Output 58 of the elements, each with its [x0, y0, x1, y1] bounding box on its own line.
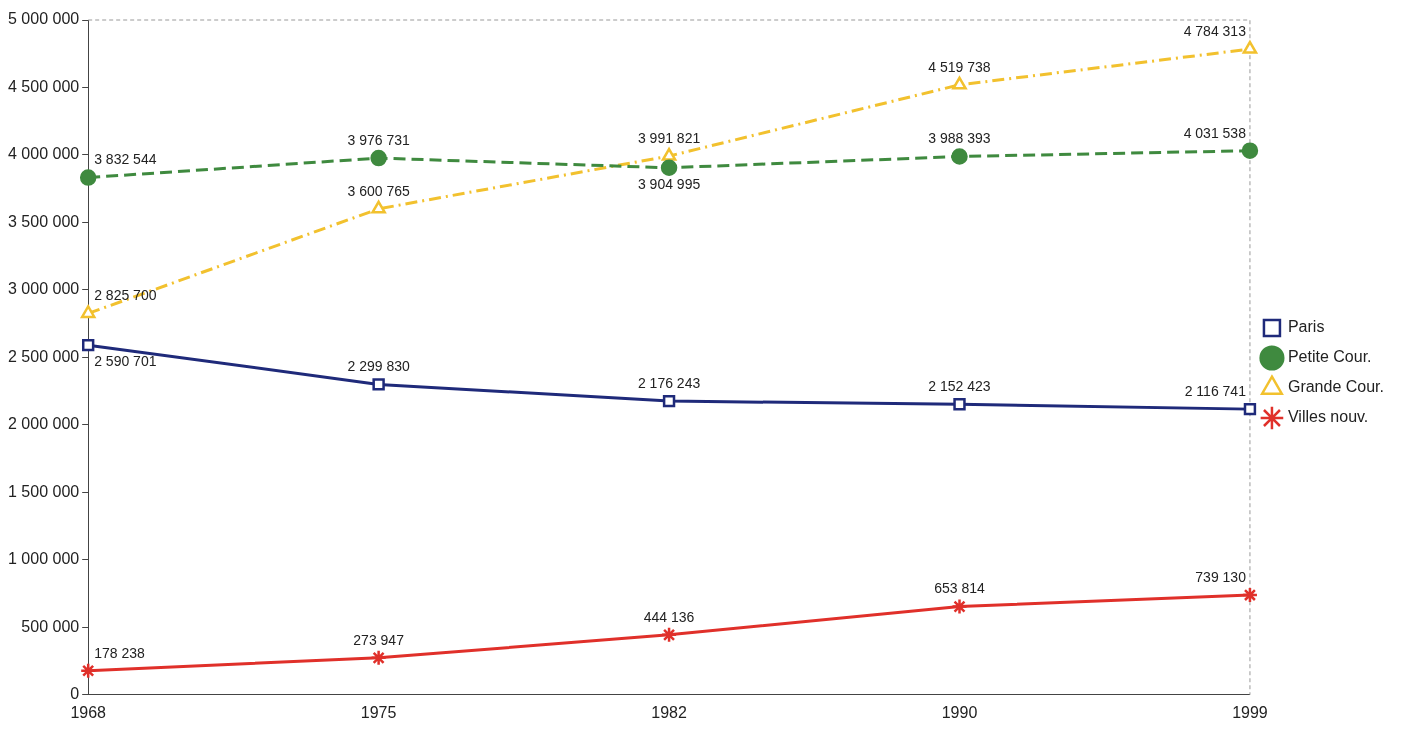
legend-label: Grande Cour.	[1287, 378, 1385, 396]
x-tick-label: 1990	[941, 703, 978, 721]
point	[660, 159, 678, 177]
data-label: 4 784 313	[1183, 22, 1247, 39]
data-label: 4 031 538	[1183, 124, 1247, 141]
x-tick-label: 1982	[651, 703, 687, 721]
y-tick-label: 4 500 000	[7, 77, 80, 95]
legend-label: Paris	[1287, 318, 1325, 336]
y-tick-label: 3 500 000	[7, 212, 80, 230]
data-label: 3 904 995	[637, 175, 701, 192]
data-label: 2 299 830	[347, 358, 410, 375]
data-label: 444 136	[643, 608, 695, 625]
data-label: 2 152 423	[928, 378, 991, 395]
x-tick-label: 1968	[70, 703, 107, 721]
data-label: 2 590 701	[94, 353, 157, 370]
point	[371, 200, 386, 214]
point	[951, 598, 968, 615]
point	[1241, 142, 1259, 159]
y-tick-label: 1 500 000	[7, 482, 80, 500]
data-label: 3 988 393	[928, 130, 991, 147]
data-label: 739 130	[1195, 568, 1247, 585]
data-label: 653 814	[934, 580, 986, 597]
data-label: 2 176 243	[637, 374, 701, 391]
x-tick-label: 1999	[1232, 703, 1268, 721]
point	[370, 149, 387, 167]
point	[660, 626, 678, 644]
point	[1242, 40, 1258, 54]
point	[952, 76, 967, 90]
y-tick-label: 2 000 000	[7, 415, 80, 433]
y-tick-label: 1 000 000	[7, 550, 80, 568]
y-tick-label: 2 500 000	[7, 347, 80, 365]
point	[953, 398, 966, 411]
point	[662, 394, 676, 408]
data-label: 3 976 731	[347, 131, 410, 148]
y-tick-label: 500 000	[21, 617, 80, 635]
y-tick-label: 5 000 000	[7, 10, 80, 28]
point	[951, 148, 968, 165]
point	[1243, 402, 1257, 416]
point	[1241, 586, 1259, 604]
y-tick-label: 3 000 000	[7, 280, 80, 298]
data-label: 3 991 821	[637, 129, 701, 146]
data-label: 178 238	[94, 644, 145, 661]
point	[372, 378, 385, 391]
point	[370, 649, 387, 667]
data-label: 4 519 738	[928, 58, 991, 75]
data-label: 273 947	[353, 631, 405, 648]
data-label: 3 600 765	[347, 182, 410, 199]
point	[79, 169, 97, 186]
legend-label: Petite Cour.	[1287, 348, 1372, 366]
point	[81, 338, 95, 352]
point	[661, 147, 677, 161]
y-tick-label: 4 000 000	[7, 145, 80, 163]
legend-label: Villes nouv.	[1287, 408, 1369, 426]
x-tick-label: 1975	[360, 703, 397, 721]
y-tick-label: 0	[70, 685, 80, 703]
data-label: 3 832 544	[94, 151, 157, 168]
data-label: 2 825 700	[94, 287, 157, 304]
data-label: 2 116 741	[1184, 382, 1247, 399]
